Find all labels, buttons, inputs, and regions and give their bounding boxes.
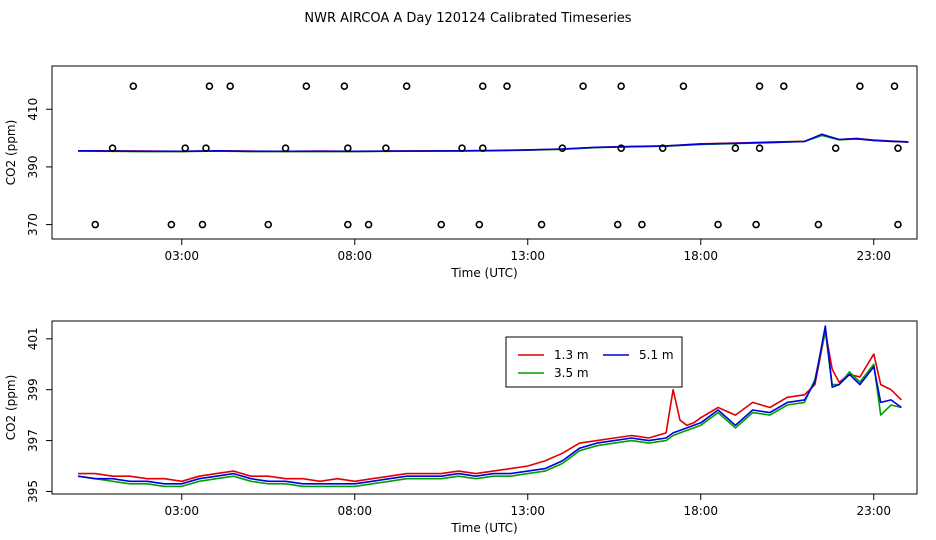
data-point-marker — [658, 144, 667, 152]
data-point-marker — [198, 220, 207, 229]
data-point-marker — [475, 220, 484, 229]
series-line — [78, 330, 902, 483]
y-axis-label: CO2 (ppm) — [4, 120, 18, 186]
series-line — [77, 330, 902, 488]
series-line — [77, 133, 909, 153]
plot-frame — [51, 320, 918, 495]
data-point-marker — [731, 144, 740, 152]
upper-panel: 03:00 08:00 13:00 18:00 23:00 370 390 410 Time (… — [4, 65, 918, 280]
y-tick-label: 390 — [26, 155, 40, 178]
data-point-marker — [205, 82, 214, 90]
x-tick-label: 03:00 — [164, 249, 199, 263]
lower-panel: 03:00 08:00 13:00 18:00 23:00 395 397 399 401 Tim… — [4, 320, 918, 535]
data-point-marker — [503, 82, 511, 90]
x-tick-label: 23:00 — [856, 504, 891, 518]
data-point-marker — [302, 82, 311, 90]
legend-label: 5.1 m — [639, 348, 674, 362]
y-tick-label: 401 — [26, 327, 40, 350]
legend: 1.3 m 3.5 m 5.1 m — [505, 336, 683, 388]
data-point-marker — [478, 82, 487, 90]
data-point-marker — [579, 82, 587, 90]
data-point-marker — [344, 220, 352, 229]
data-point-marker — [679, 82, 688, 90]
data-point-marker — [714, 220, 722, 229]
x-tick-label: 18:00 — [683, 504, 718, 518]
data-point-marker — [129, 82, 138, 90]
plot-frame — [51, 65, 918, 240]
x-tick-label: 18:00 — [683, 249, 718, 263]
data-point-marker — [344, 144, 352, 152]
data-point-marker — [91, 220, 100, 229]
data-point-marker — [458, 144, 466, 152]
legend-label: 3.5 m — [554, 366, 589, 380]
data-point-marker — [264, 220, 273, 229]
legend-label: 1.3 m — [554, 348, 589, 362]
y-tick-label: 395 — [26, 480, 40, 503]
data-point-marker — [364, 220, 373, 229]
data-point-marker — [402, 82, 411, 90]
data-point-marker — [558, 144, 567, 152]
data-point-marker — [894, 144, 902, 152]
data-point-marker — [752, 220, 760, 229]
x-tick-label: 13:00 — [510, 504, 545, 518]
legend-box — [505, 336, 683, 388]
x-axis-label: Time (UTC) — [450, 266, 517, 280]
x-tick-label: 08:00 — [337, 504, 372, 518]
data-point-marker — [108, 144, 117, 152]
data-point-marker — [894, 220, 902, 229]
data-point-marker — [617, 82, 625, 90]
y-tick-label: 397 — [26, 429, 40, 452]
y-tick-label: 410 — [26, 98, 40, 121]
data-point-marker — [814, 220, 823, 229]
y-axis-label: CO2 (ppm) — [4, 375, 18, 441]
data-point-marker — [831, 144, 840, 152]
data-point-marker — [890, 82, 899, 90]
y-tick-label: 370 — [26, 213, 40, 236]
data-point-marker — [437, 220, 446, 229]
data-point-marker — [478, 144, 487, 152]
x-tick-label: 08:00 — [337, 249, 372, 263]
data-point-marker — [613, 220, 622, 229]
x-tick-label: 23:00 — [856, 249, 891, 263]
data-point-marker — [181, 144, 190, 152]
data-point-marker — [167, 220, 176, 229]
x-tick-label: 03:00 — [164, 504, 199, 518]
x-axis-label: Time (UTC) — [450, 521, 517, 535]
series-line — [77, 325, 902, 485]
data-point-marker — [617, 144, 625, 152]
data-point-marker — [202, 144, 210, 152]
data-point-marker — [779, 82, 788, 90]
data-point-marker — [755, 144, 764, 152]
y-tick-label: 399 — [26, 378, 40, 401]
data-point-marker — [226, 82, 234, 90]
data-point-marker — [755, 82, 764, 90]
figure-title: NWR AIRCOA A Day 120124 Calibrated Times… — [304, 11, 631, 26]
data-point-marker — [856, 82, 864, 90]
data-point-marker — [382, 144, 390, 152]
data-point-marker — [281, 144, 290, 152]
x-tick-label: 13:00 — [510, 249, 545, 263]
data-point-marker — [537, 220, 546, 229]
data-point-marker — [638, 220, 646, 229]
data-point-marker — [340, 82, 349, 90]
